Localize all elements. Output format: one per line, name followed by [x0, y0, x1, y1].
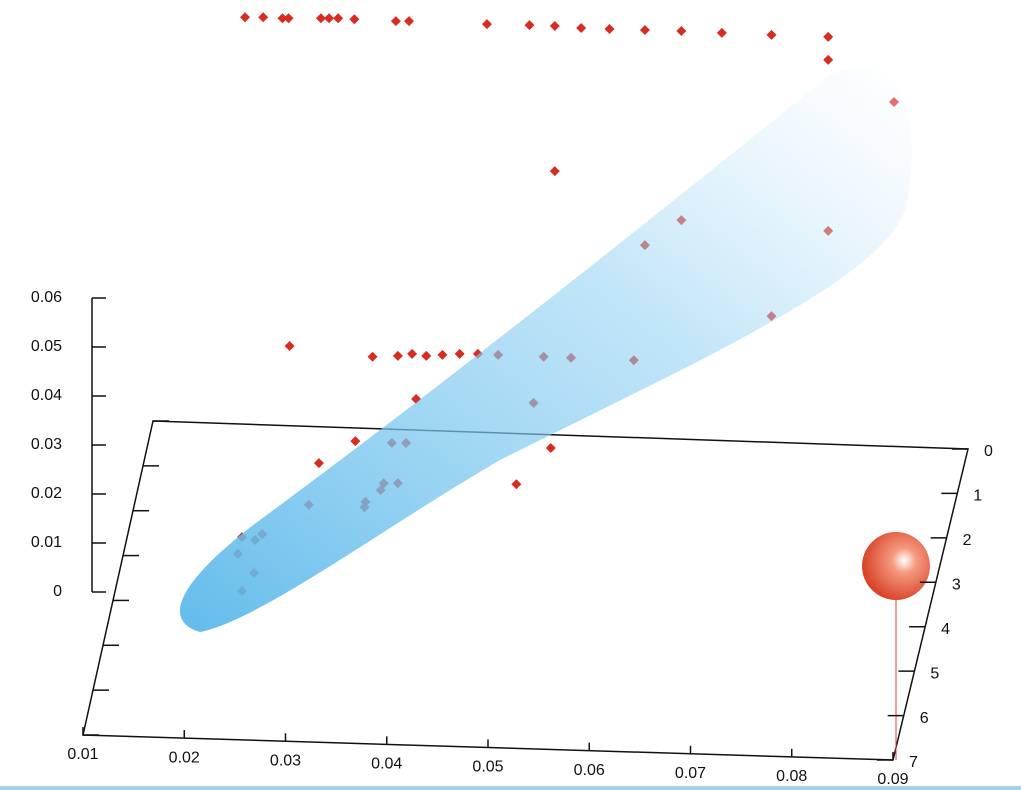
depth-tick-label: 2 [963, 532, 972, 549]
point [284, 13, 294, 23]
point [368, 352, 378, 362]
point [240, 12, 250, 22]
point [437, 350, 447, 360]
point [421, 351, 431, 361]
point [550, 21, 560, 31]
x-tick-label: 0.07 [675, 765, 706, 782]
z-tick-label: 0.01 [31, 534, 62, 551]
point [576, 23, 586, 33]
point [546, 443, 556, 453]
z-tick-label: 0.04 [31, 387, 62, 404]
x-tick-label: 0.04 [371, 756, 402, 773]
z-tick-label: 0.02 [31, 485, 62, 502]
point [482, 19, 492, 29]
depth-tick-label: 1 [973, 488, 982, 505]
x-tick-label: 0.09 [877, 771, 908, 788]
point [404, 16, 414, 26]
point [717, 28, 727, 38]
z-tick-label: 0.03 [31, 436, 62, 453]
point [314, 458, 324, 468]
x-tick-label: 0.01 [67, 746, 98, 763]
sphere [862, 532, 930, 600]
point [550, 166, 560, 176]
point [258, 12, 268, 22]
point [511, 479, 521, 489]
x-tick-label: 0.02 [169, 749, 200, 766]
point [333, 13, 343, 23]
point [391, 16, 401, 26]
x-tick-label: 0.08 [776, 768, 807, 785]
depth-tick-label: 0 [984, 443, 993, 460]
point [324, 13, 334, 23]
depth-tick-label: 3 [952, 577, 961, 594]
z-tick-label: 0.05 [31, 338, 62, 355]
point [525, 20, 535, 30]
point [676, 26, 686, 36]
bottom-strip [0, 786, 1021, 790]
point [455, 349, 465, 359]
x-tick-label: 0.03 [270, 752, 301, 769]
depth-tick-label: 4 [941, 621, 950, 638]
point [767, 30, 777, 40]
point [350, 436, 360, 446]
point [823, 32, 833, 42]
point [605, 24, 615, 34]
depth-tick-label: 5 [930, 665, 939, 682]
chart: 0.01 0.02 0.03 0.04 0.05 0.06 0.07 0.08 0.09 0 0.0… [0, 0, 1021, 790]
point [407, 349, 417, 359]
point [393, 351, 403, 361]
x-tick-label: 0.06 [574, 762, 605, 779]
depth-tick-label: 7 [909, 754, 918, 771]
point [640, 25, 650, 35]
z-tick-label: 0.06 [31, 289, 62, 306]
depth-tick-label: 6 [920, 710, 929, 727]
point [349, 14, 359, 24]
point [823, 55, 833, 65]
x-tick-label: 0.05 [472, 759, 503, 776]
z-tick-label: 0 [53, 583, 62, 600]
point [285, 341, 295, 351]
